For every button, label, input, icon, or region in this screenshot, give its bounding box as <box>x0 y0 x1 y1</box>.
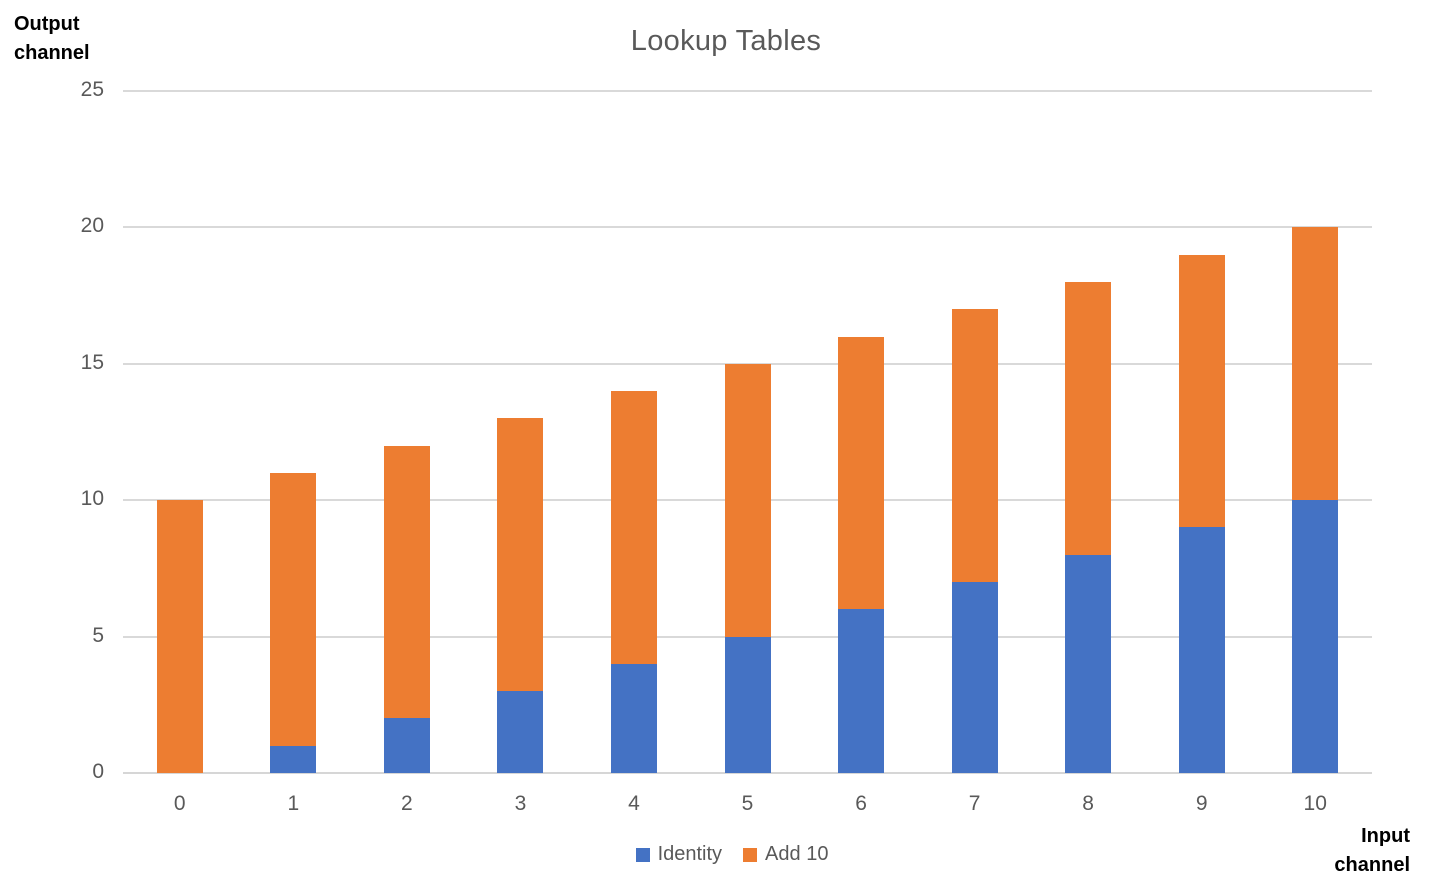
bar-segment-add-10 <box>497 418 544 692</box>
bar-segment-identity <box>383 718 430 773</box>
bar-stack <box>610 91 657 773</box>
x-tick-label: 7 <box>968 792 981 815</box>
x-axis-line <box>123 772 1372 774</box>
bar-segment-add-10 <box>1178 254 1225 528</box>
bar-stack <box>1065 91 1112 773</box>
bar-segment-identity <box>610 663 657 773</box>
chart-title: Lookup Tables <box>630 25 822 57</box>
x-tick-label: 2 <box>401 792 413 815</box>
x-axis-title: Input channel <box>1334 825 1410 876</box>
bar-segment-add-10 <box>1065 281 1112 555</box>
y-tick-label: 10 <box>80 487 104 511</box>
bar-stack <box>383 91 430 773</box>
gridline <box>123 362 1372 365</box>
legend-swatch-icon <box>743 847 758 862</box>
y-axis-title: Output channel <box>14 13 90 64</box>
bar-segment-identity <box>724 636 771 773</box>
gridline <box>123 226 1372 229</box>
x-tick-label: 10 <box>1303 792 1327 815</box>
bar-stack <box>838 91 885 773</box>
x-tick-label: 9 <box>1195 792 1208 815</box>
bar-segment-add-10 <box>156 500 203 773</box>
bar-segment-add-10 <box>838 336 885 610</box>
legend-swatch-icon <box>635 847 650 862</box>
bar-segment-identity <box>951 582 998 773</box>
x-tick-label: 1 <box>287 792 300 815</box>
y-tick-label: 5 <box>92 623 104 647</box>
bar-stack <box>1292 91 1339 773</box>
bar-segment-identity <box>1178 527 1225 773</box>
bar-stack <box>724 91 771 773</box>
bar-segment-add-10 <box>270 472 317 746</box>
bar-segment-identity <box>270 745 317 773</box>
legend-item-add-10: Add 10 <box>743 843 828 866</box>
y-tick-label: 25 <box>80 78 104 101</box>
legend-label: Identity <box>657 843 723 865</box>
bar-segment-add-10 <box>1292 227 1339 501</box>
bar-segment-add-10 <box>951 309 998 583</box>
x-tick-label: 6 <box>855 792 867 815</box>
x-tick-label: 4 <box>628 792 640 815</box>
bar-stack <box>951 91 998 773</box>
bar-segment-add-10 <box>724 363 771 637</box>
x-tick-label: 5 <box>741 792 754 815</box>
bar-segment-identity <box>838 609 885 773</box>
y-tick-label: 20 <box>80 214 104 238</box>
bar-stack <box>497 91 544 773</box>
x-tick-label: 8 <box>1082 792 1094 815</box>
bar-segment-identity <box>1292 500 1339 773</box>
bar-segment-add-10 <box>383 445 430 719</box>
x-tick-label: 3 <box>514 792 527 815</box>
bar-stack <box>156 91 203 773</box>
gridline <box>123 90 1372 92</box>
bar-segment-add-10 <box>610 391 657 664</box>
bar-segment-identity <box>1065 554 1112 773</box>
plot-area <box>123 90 1372 774</box>
legend: Identity Add 10 <box>0 843 1452 866</box>
x-tick-label: 0 <box>173 792 186 815</box>
y-tick-label: 0 <box>92 760 104 783</box>
bar-stack <box>270 91 317 773</box>
legend-label: Add 10 <box>765 843 829 865</box>
bar-stack <box>1178 91 1225 773</box>
legend-item-identity: Identity <box>635 843 723 866</box>
bar-segment-identity <box>497 691 544 773</box>
y-tick-label: 15 <box>80 350 104 374</box>
